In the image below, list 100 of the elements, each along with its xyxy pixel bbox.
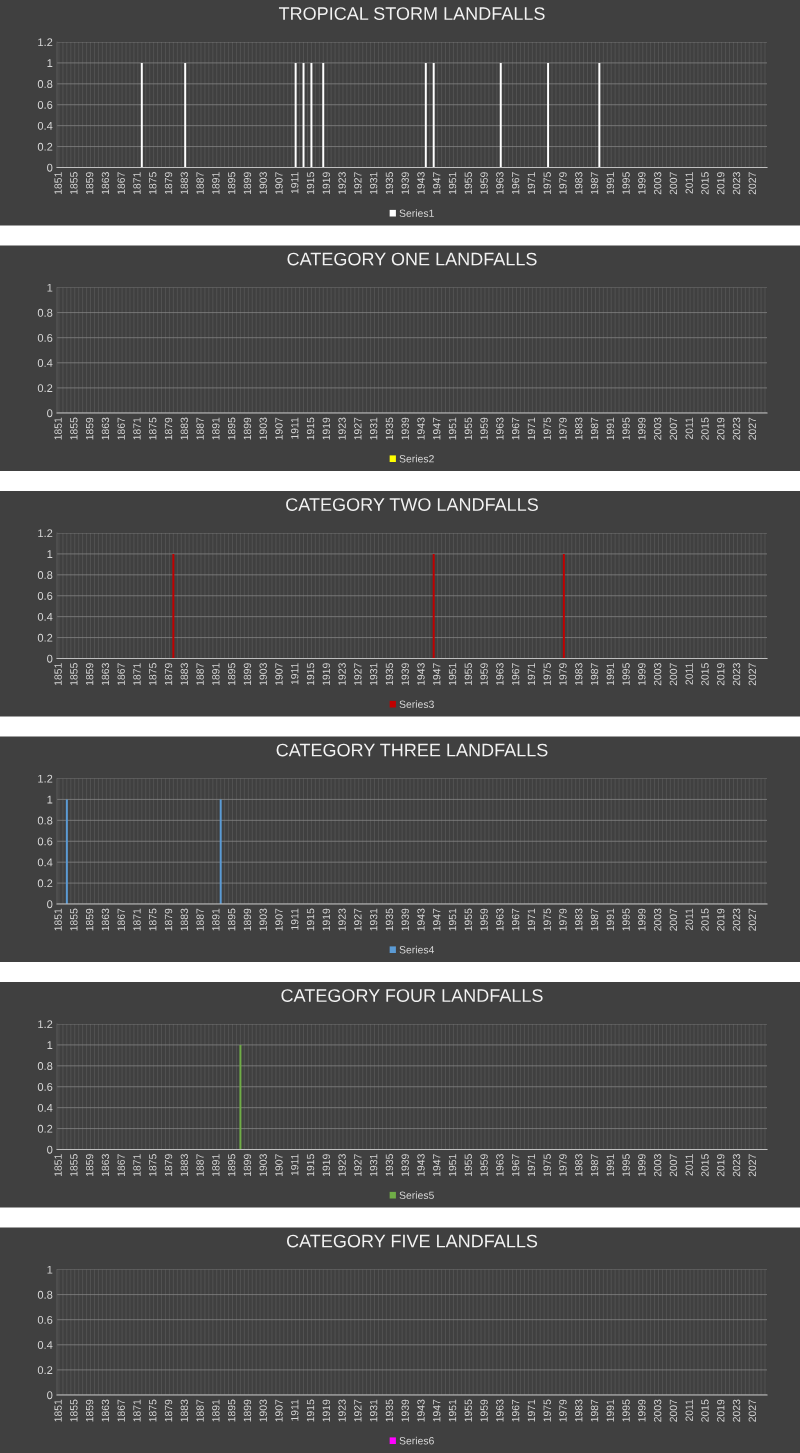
- x-tick-label: 1871: [133, 172, 141, 195]
- x-tick-label: 2007: [669, 908, 678, 931]
- x-tick-label: 1967: [511, 172, 520, 195]
- x-tick-label: 1895: [227, 908, 236, 931]
- x-tick-label: 1895: [227, 1154, 236, 1177]
- x-tick-label: 1939: [401, 417, 409, 440]
- x-tick-label: 1999: [638, 172, 646, 195]
- x-tick-label: 2015: [701, 1154, 709, 1177]
- x-tick-label: 2007: [669, 663, 678, 686]
- x-tick-label: 1915: [306, 908, 315, 931]
- x-tick-label: 2027: [748, 908, 756, 931]
- x-tick-label: 2027: [748, 663, 756, 686]
- x-tick-label: 1967: [511, 663, 520, 686]
- x-tick-label: 2015: [701, 1399, 709, 1422]
- y-tick-label: 0.4: [37, 121, 53, 130]
- x-tick-label: 1883: [180, 172, 188, 195]
- x-tick-label: 1875: [149, 1399, 157, 1422]
- x-tick-label: 1871: [133, 417, 141, 440]
- x-tick-label: 1891: [212, 172, 220, 195]
- x-tick-label: 1879: [164, 908, 173, 931]
- x-tick-label: 1971: [527, 908, 536, 931]
- x-tick-label: 2015: [701, 417, 709, 440]
- x-tick-label: 1863: [101, 172, 110, 195]
- x-tick-label: 1971: [527, 172, 536, 195]
- y-tick-label: 0.8: [37, 571, 53, 579]
- x-tick-label: 1859: [85, 908, 94, 931]
- legend-label: Series3: [399, 700, 434, 708]
- x-tick-label: 1879: [164, 1399, 173, 1422]
- x-tick-label: 1959: [480, 1154, 488, 1177]
- x-tick-label: 2027: [748, 1399, 756, 1422]
- x-tick-label: 1947: [433, 172, 441, 195]
- x-tick-label: 1979: [559, 908, 567, 931]
- x-tick-label: 1883: [180, 1399, 188, 1422]
- x-tick-label: 1919: [322, 172, 330, 195]
- x-tick-label: 1895: [227, 172, 236, 195]
- y-tick-label: 0.8: [37, 80, 53, 88]
- x-tick-label: 2003: [653, 908, 662, 931]
- x-tick-label: 1875: [149, 663, 157, 686]
- x-tick-label: 1983: [575, 908, 583, 931]
- x-tick-label: 1927: [354, 417, 362, 440]
- y-tick-label: 0.4: [37, 612, 53, 621]
- x-tick-label: 1859: [85, 1399, 94, 1422]
- x-tick-label: 1855: [70, 908, 78, 931]
- x-tick-label: 2019: [717, 908, 725, 931]
- x-tick-label: 1883: [180, 663, 188, 686]
- x-tick-label: 1887: [196, 663, 204, 686]
- x-tick-label: 1915: [306, 417, 315, 440]
- y-tick-label: 0.4: [37, 359, 53, 367]
- x-tick-label: 1927: [354, 908, 362, 931]
- x-tick-label: 1911: [291, 172, 299, 194]
- x-tick-label: 2007: [669, 1399, 678, 1422]
- x-tick-label: 1863: [101, 1154, 110, 1177]
- x-tick-label: 1971: [527, 1154, 536, 1177]
- x-tick-label: 1999: [638, 417, 646, 440]
- x-tick-label: 1907: [275, 417, 283, 440]
- x-tick-label: 1947: [433, 417, 441, 440]
- x-tick-label: 1991: [606, 663, 614, 686]
- y-tick-label: 1.2: [38, 1020, 53, 1029]
- x-tick-label: 2011: [685, 417, 693, 440]
- x-tick-label: 1935: [385, 1154, 394, 1177]
- y-tick-label: 0.8: [37, 308, 53, 317]
- x-tick-label: 1867: [117, 908, 125, 931]
- x-tick-label: 1975: [543, 1399, 551, 1422]
- x-tick-label: 1939: [401, 1399, 409, 1422]
- x-tick-label: 2003: [653, 417, 662, 440]
- x-tick-label: 1875: [149, 172, 157, 195]
- x-tick-label: 1955: [464, 1154, 472, 1177]
- x-tick-label: 1987: [590, 417, 599, 440]
- x-tick-label: 2015: [701, 908, 709, 931]
- x-tick-label: 1935: [385, 908, 394, 931]
- x-tick-label: 1931: [369, 1399, 378, 1422]
- x-tick-label: 1903: [259, 172, 267, 195]
- x-tick-label: 1875: [149, 1154, 157, 1177]
- x-tick-label: 2019: [717, 417, 725, 440]
- x-tick-label: 1955: [464, 417, 472, 440]
- x-tick-label: 1951: [448, 663, 457, 686]
- x-tick-label: 1923: [338, 172, 346, 195]
- x-tick-label: 2027: [748, 1154, 756, 1177]
- chart-title: TROPICAL STORM LANDFALLS: [278, 7, 545, 20]
- legend-label: Series2: [399, 454, 434, 463]
- legend-label: Series1: [399, 209, 434, 217]
- x-tick-label: 1923: [338, 1154, 346, 1177]
- y-tick-label: 1: [47, 795, 53, 804]
- x-tick-label: 1931: [369, 1154, 378, 1177]
- x-tick-label: 1899: [243, 908, 252, 931]
- x-tick-label: 1991: [606, 908, 614, 931]
- x-tick-label: 1927: [354, 172, 362, 195]
- x-tick-label: 2019: [717, 1154, 725, 1177]
- x-tick-label: 1883: [180, 417, 188, 440]
- x-tick-label: 2019: [717, 663, 725, 686]
- x-tick-label: 1963: [496, 417, 504, 440]
- x-tick-label: 1971: [527, 417, 536, 440]
- y-tick-label: 0.2: [37, 633, 53, 642]
- y-tick-label: 0.2: [37, 142, 53, 151]
- x-tick-label: 1987: [590, 663, 599, 686]
- x-tick-label: 1975: [543, 417, 551, 440]
- x-tick-label: 1859: [85, 1154, 94, 1177]
- x-tick-label: 1931: [369, 417, 378, 440]
- x-tick-label: 2011: [685, 908, 693, 931]
- x-tick-label: 2023: [732, 172, 741, 195]
